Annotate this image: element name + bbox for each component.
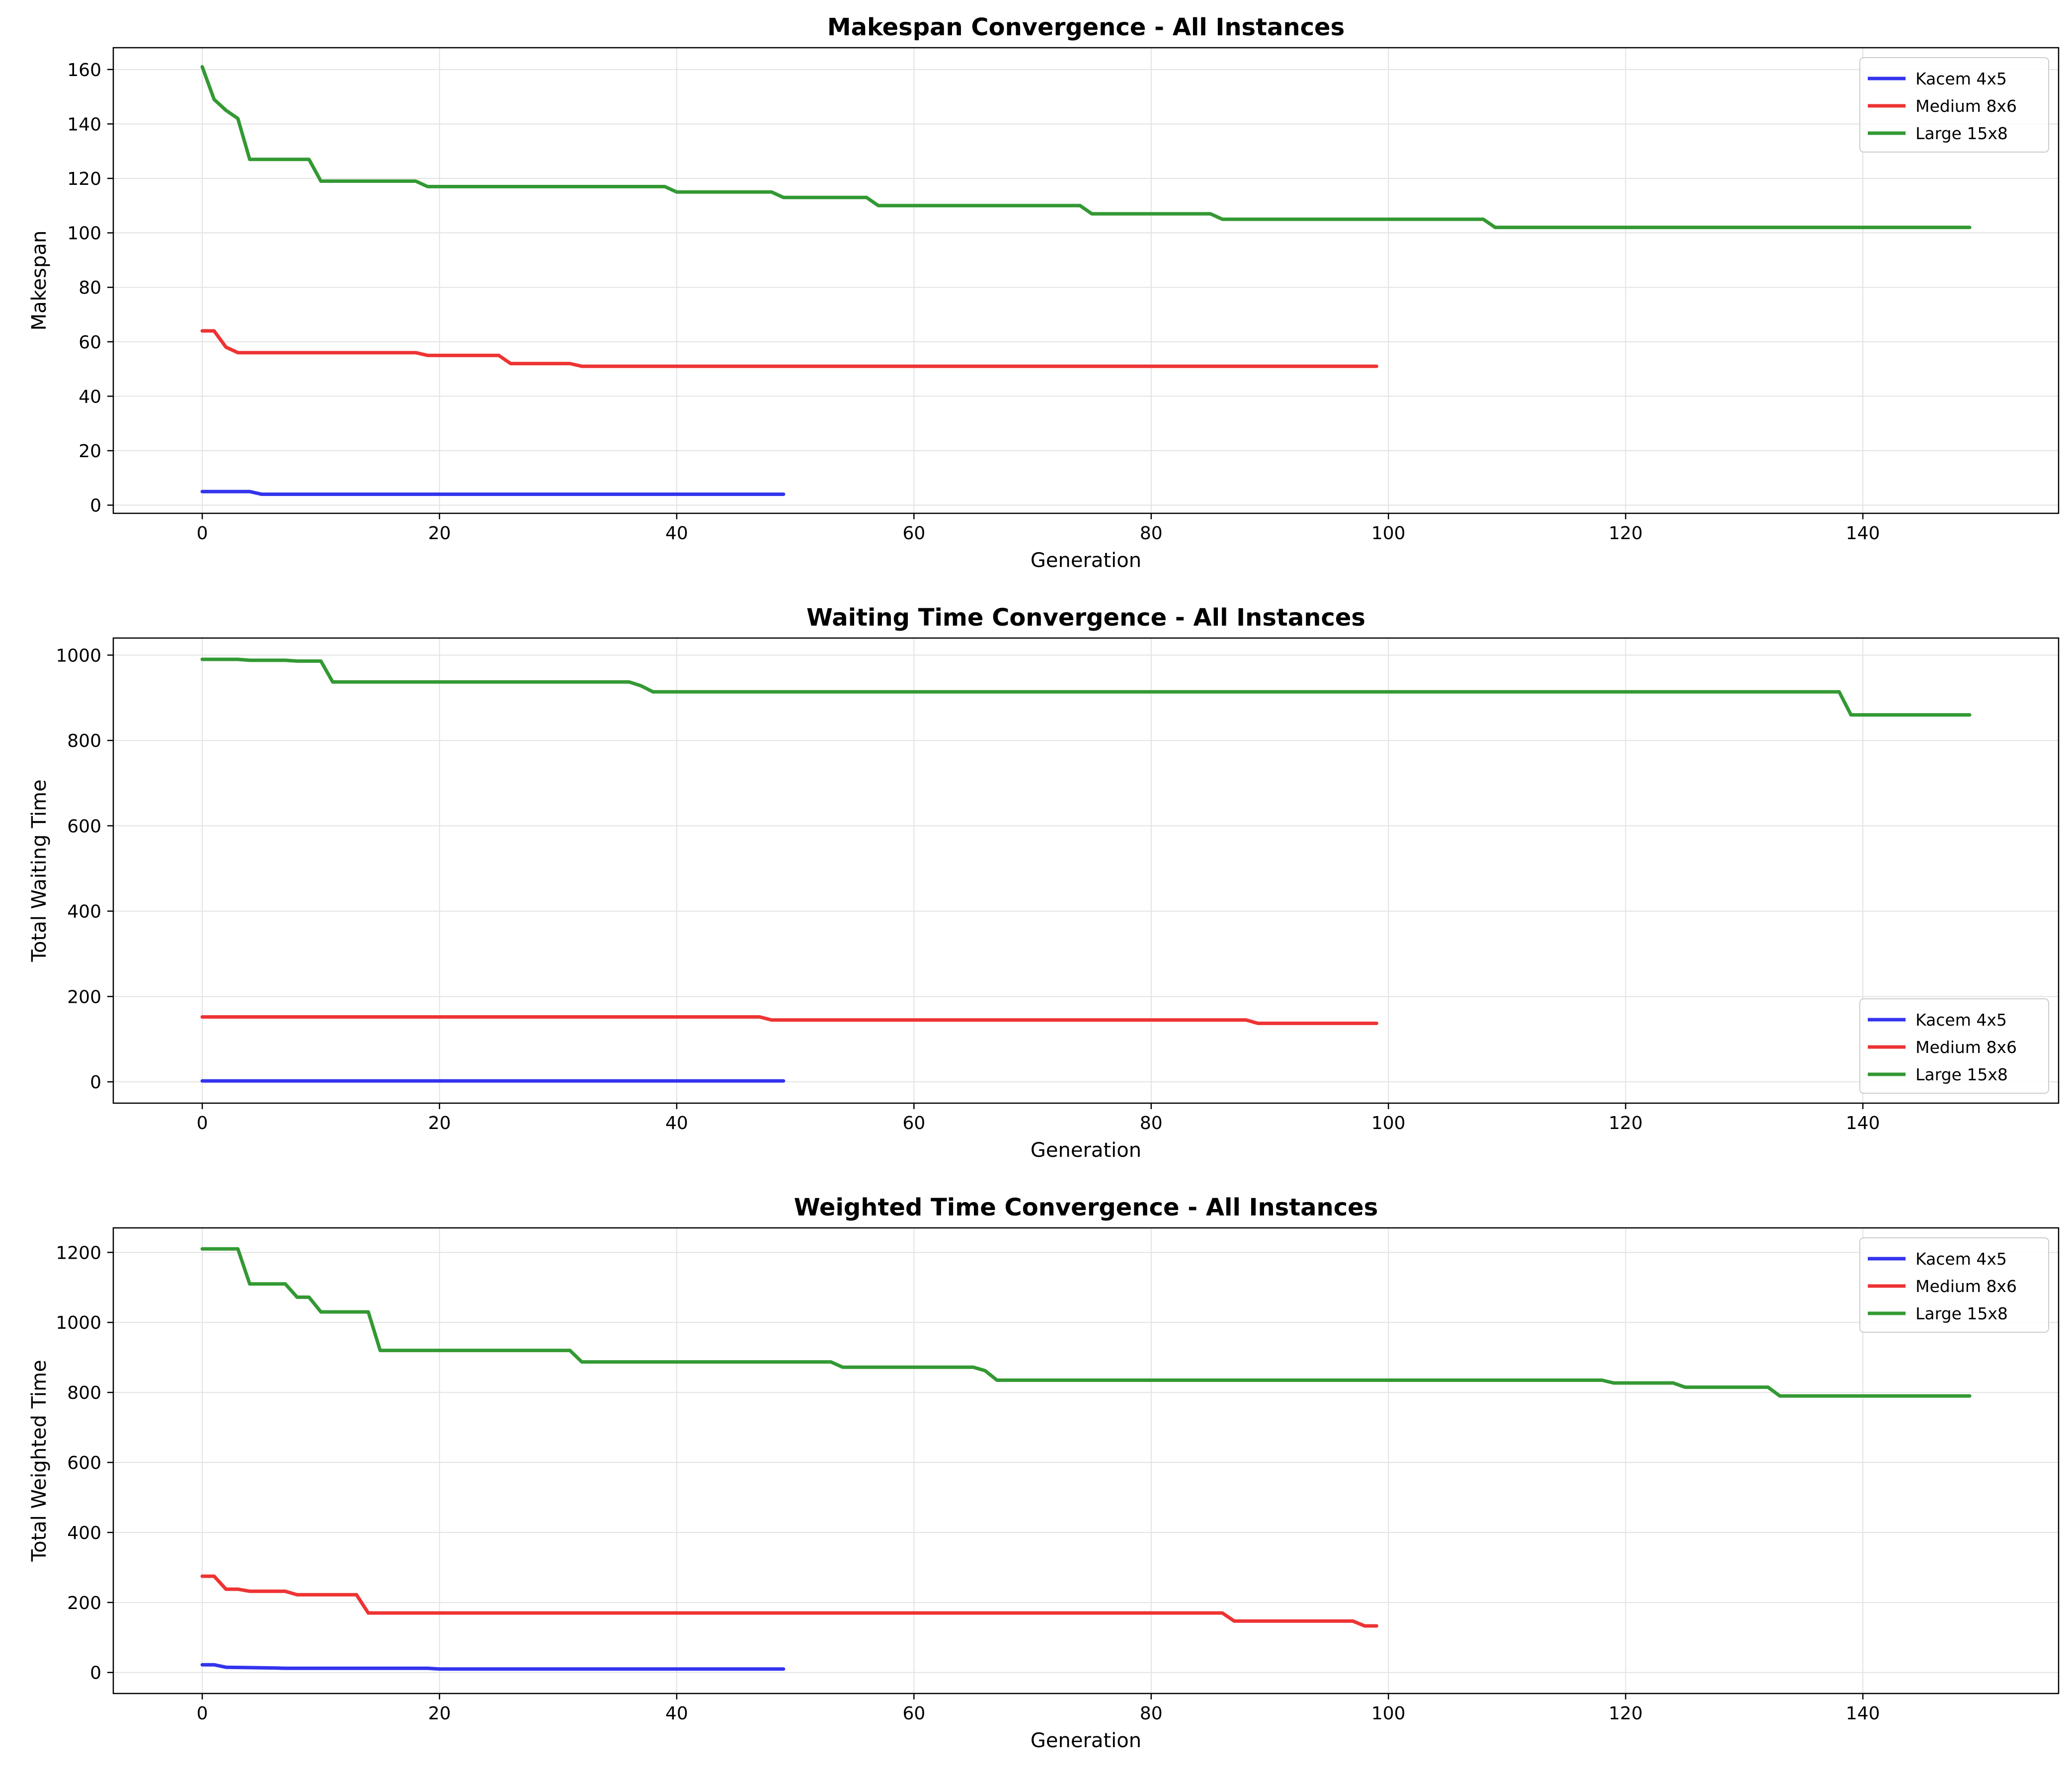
chart-3-x-tick-label: 0 xyxy=(197,1703,208,1724)
chart-3-x-tick-label: 80 xyxy=(1140,1703,1163,1724)
chart-1: 0 20 40 60 80 100 120 140 0 20 40 60 80 100 120 140 160 M… xyxy=(28,13,2060,572)
chart-2-legend-label-1: Kacem 4x5 xyxy=(1915,1010,2007,1030)
chart-1-y-axis-label: Makespan xyxy=(28,231,51,330)
chart-3-legend-label-1: Kacem 4x5 xyxy=(1915,1249,2007,1269)
chart-2: 0 20 40 60 80 100 120 140 0 200 400 600 800 1000 Waiti… xyxy=(28,604,2060,1162)
chart-2-y-tick-label: 0 xyxy=(90,1072,101,1093)
chart-3-x-tick-label: 100 xyxy=(1371,1703,1406,1724)
chart-1-y-tick-label: 140 xyxy=(67,114,101,135)
chart-3-y-tick-label: 600 xyxy=(67,1453,101,1473)
chart-3-y-tick-label: 800 xyxy=(67,1383,101,1403)
chart-2-x-tick-label: 40 xyxy=(665,1113,688,1133)
chart-2-y-tick-label: 400 xyxy=(67,902,101,922)
chart-2-title: Waiting Time Convergence - All Instances xyxy=(806,604,1365,632)
chart-3-legend-box xyxy=(1859,1237,2049,1333)
chart-1-y-tick-label: 100 xyxy=(67,224,101,244)
chart-3: 0 20 40 60 80 100 120 140 0 200 400 600 800 1000 1200 W… xyxy=(28,1194,2060,1752)
chart-3-x-tick-label: 60 xyxy=(902,1703,925,1724)
chart-1-x-tick-label: 140 xyxy=(1846,523,1880,544)
chart-1-x-tick-label: 60 xyxy=(902,523,925,544)
chart-3-y-tick-label: 400 xyxy=(67,1523,101,1543)
chart-3-y-tick-label: 1000 xyxy=(56,1313,101,1333)
chart-2-legend-box xyxy=(1859,998,2049,1094)
chart-2-y-axis-label: Total Waiting Time xyxy=(28,780,51,963)
chart-3-series-line-1 xyxy=(200,1663,786,1671)
chart-1-plot-frame xyxy=(112,47,2060,514)
chart-3-title: Weighted Time Convergence - All Instance… xyxy=(794,1194,1378,1221)
chart-1-y-tick-label: 80 xyxy=(79,278,101,298)
chart-3-plot-frame xyxy=(112,1227,2060,1694)
chart-1-legend-label-3: Large 15x8 xyxy=(1915,124,2008,143)
chart-3-x-tick-label: 40 xyxy=(665,1703,688,1724)
chart-2-legend-label-2: Medium 8x6 xyxy=(1915,1038,2017,1057)
chart-1-x-tick-label: 80 xyxy=(1140,523,1163,544)
chart-2-x-tick-label: 100 xyxy=(1371,1113,1406,1133)
chart-1-series-line-1 xyxy=(200,489,786,496)
chart-1-legend-box xyxy=(1859,57,2049,153)
chart-2-series-line-2 xyxy=(200,1015,1378,1025)
chart-2-series-line-3 xyxy=(200,657,1972,717)
chart-2-x-tick-label: 0 xyxy=(197,1113,208,1133)
chart-1-legend-label-2: Medium 8x6 xyxy=(1915,96,2017,116)
chart-1-legend: Kacem 4x5 Medium 8x6 Large 15x8 xyxy=(1859,57,2049,153)
chart-1-x-axis-label: Generation xyxy=(1031,549,1141,572)
chart-1-y-tick-label: 120 xyxy=(67,169,101,189)
chart-1-y-tick-label: 60 xyxy=(79,332,101,353)
chart-1-series-line-3 xyxy=(200,65,1972,230)
chart-1-series-line-2 xyxy=(200,329,1378,368)
chart-3-x-tick-label: 140 xyxy=(1846,1703,1880,1724)
chart-2-legend-label-3: Large 15x8 xyxy=(1915,1065,2008,1084)
chart-3-y-axis-label: Total Weighted Time xyxy=(28,1360,51,1562)
chart-1-x-tick-label: 100 xyxy=(1371,523,1406,544)
chart-3-y-tick-label: 1200 xyxy=(56,1243,101,1263)
chart-2-x-tick-label: 60 xyxy=(902,1113,925,1133)
chart-3-x-tick-label: 20 xyxy=(428,1703,451,1724)
chart-2-y-tick-label: 1000 xyxy=(56,645,101,666)
chart-1-title: Makespan Convergence - All Instances xyxy=(827,13,1345,41)
chart-2-x-axis-label: Generation xyxy=(1031,1139,1141,1162)
chart-2-y-tick-label: 800 xyxy=(67,731,101,751)
chart-3-series-line-2 xyxy=(200,1574,1378,1628)
chart-1-y-tick-label: 20 xyxy=(79,441,101,462)
chart-1-x-tick-label: 40 xyxy=(665,523,688,544)
chart-1-x-tick-label: 0 xyxy=(197,523,208,544)
chart-3-y-tick-label: 200 xyxy=(67,1593,101,1613)
chart-3-y-tick-label: 0 xyxy=(90,1663,101,1684)
chart-2-legend: Kacem 4x5 Medium 8x6 Large 15x8 xyxy=(1859,998,2049,1094)
chart-2-plot-frame xyxy=(112,637,2060,1104)
chart-3-legend: Kacem 4x5 Medium 8x6 Large 15x8 xyxy=(1859,1237,2049,1333)
chart-1-x-tick-label: 120 xyxy=(1608,523,1643,544)
chart-2-x-tick-label: 80 xyxy=(1140,1113,1163,1133)
chart-3-series-line-3 xyxy=(200,1247,1972,1398)
chart-2-x-tick-label: 20 xyxy=(428,1113,451,1133)
chart-3-legend-label-2: Medium 8x6 xyxy=(1915,1277,2017,1296)
chart-1-y-tick-label: 40 xyxy=(79,387,101,407)
chart-1-y-tick-label: 160 xyxy=(67,60,101,81)
chart-3-x-axis-label: Generation xyxy=(1031,1729,1141,1752)
chart-2-x-tick-label: 120 xyxy=(1608,1113,1643,1133)
chart-1-legend-label-1: Kacem 4x5 xyxy=(1915,69,2007,88)
chart-2-y-tick-label: 600 xyxy=(67,816,101,837)
chart-3-legend-label-3: Large 15x8 xyxy=(1915,1304,2008,1323)
chart-2-y-tick-label: 200 xyxy=(67,987,101,1007)
chart-2-x-tick-label: 140 xyxy=(1846,1113,1880,1133)
chart-1-x-tick-label: 20 xyxy=(428,523,451,544)
chart-3-x-tick-label: 120 xyxy=(1608,1703,1643,1724)
chart-1-y-tick-label: 0 xyxy=(90,496,101,516)
